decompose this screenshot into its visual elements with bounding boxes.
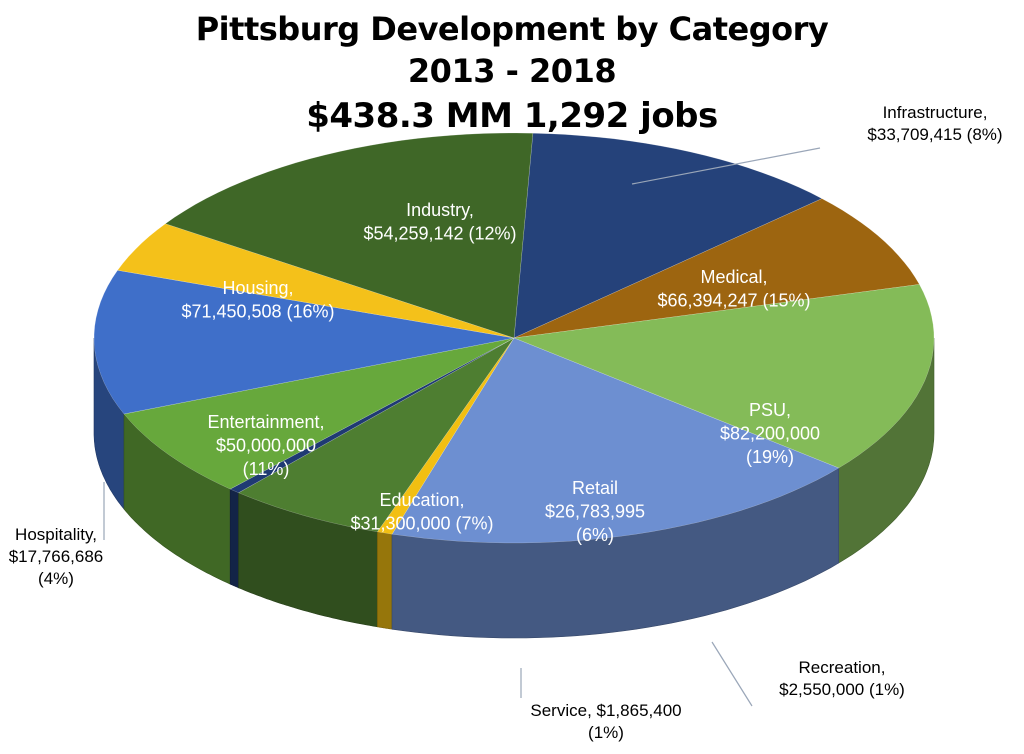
pie-sides	[93, 337, 935, 639]
data-label-psu: PSU, $82,200,000 (19%)	[720, 400, 820, 467]
pie-slice-retail	[237, 337, 515, 533]
pie-slice-entertainment	[93, 270, 515, 415]
pie-side-service	[229, 488, 239, 589]
data-label-retail: Retail $26,783,995 (6%)	[545, 478, 645, 545]
data-label-entertainment: Entertainment, $50,000,000 (11%)	[207, 412, 324, 479]
data-label-service: Service, $1,865,400 (1%)	[530, 701, 681, 742]
data-labels: Industry, $54,259,142 (12%) Infrastructure…	[9, 103, 1003, 742]
data-label-education: Education, $31,300,000 (7%)	[350, 490, 493, 533]
data-label-recreation: Recreation, $2,550,000 (1%)	[779, 658, 905, 699]
data-label-industry: Industry, $54,259,142 (12%)	[363, 200, 516, 243]
pie-side-recreation	[377, 531, 393, 630]
data-label-housing: Housing, $71,450,508 (16%)	[181, 278, 334, 321]
pie-slice-medical	[513, 284, 935, 469]
chart-subtitle-totals: $438.3 MM 1,292 jobs	[306, 96, 718, 136]
pie-slice-industry	[513, 132, 823, 339]
chart-subtitle-years: 2013 - 2018	[407, 52, 617, 90]
pie-side-education	[123, 413, 231, 585]
pie-slice-psu	[391, 337, 840, 544]
chart-title: Pittsburg Development by Category	[195, 10, 829, 48]
pie-slice-housing	[164, 132, 534, 339]
pie-slice-hospitality	[117, 223, 515, 339]
pie-slice-infrastructure	[513, 198, 920, 339]
pie-slice-education	[123, 337, 515, 490]
pie-side-entertainment	[93, 338, 125, 510]
pie-side-retail	[238, 492, 378, 628]
pie-top	[93, 132, 935, 544]
data-label-medical: Medical, $66,394,247 (15%)	[657, 267, 810, 310]
leader-line-infrastructure	[631, 147, 821, 185]
pie-side-psu	[391, 467, 839, 639]
data-label-infrastructure: Infrastructure, $33,709,415 (8%)	[867, 103, 1002, 144]
data-label-hospitality: Hospitality, $17,766,686 (4%)	[9, 525, 104, 588]
leader-line-recreation	[711, 641, 753, 707]
